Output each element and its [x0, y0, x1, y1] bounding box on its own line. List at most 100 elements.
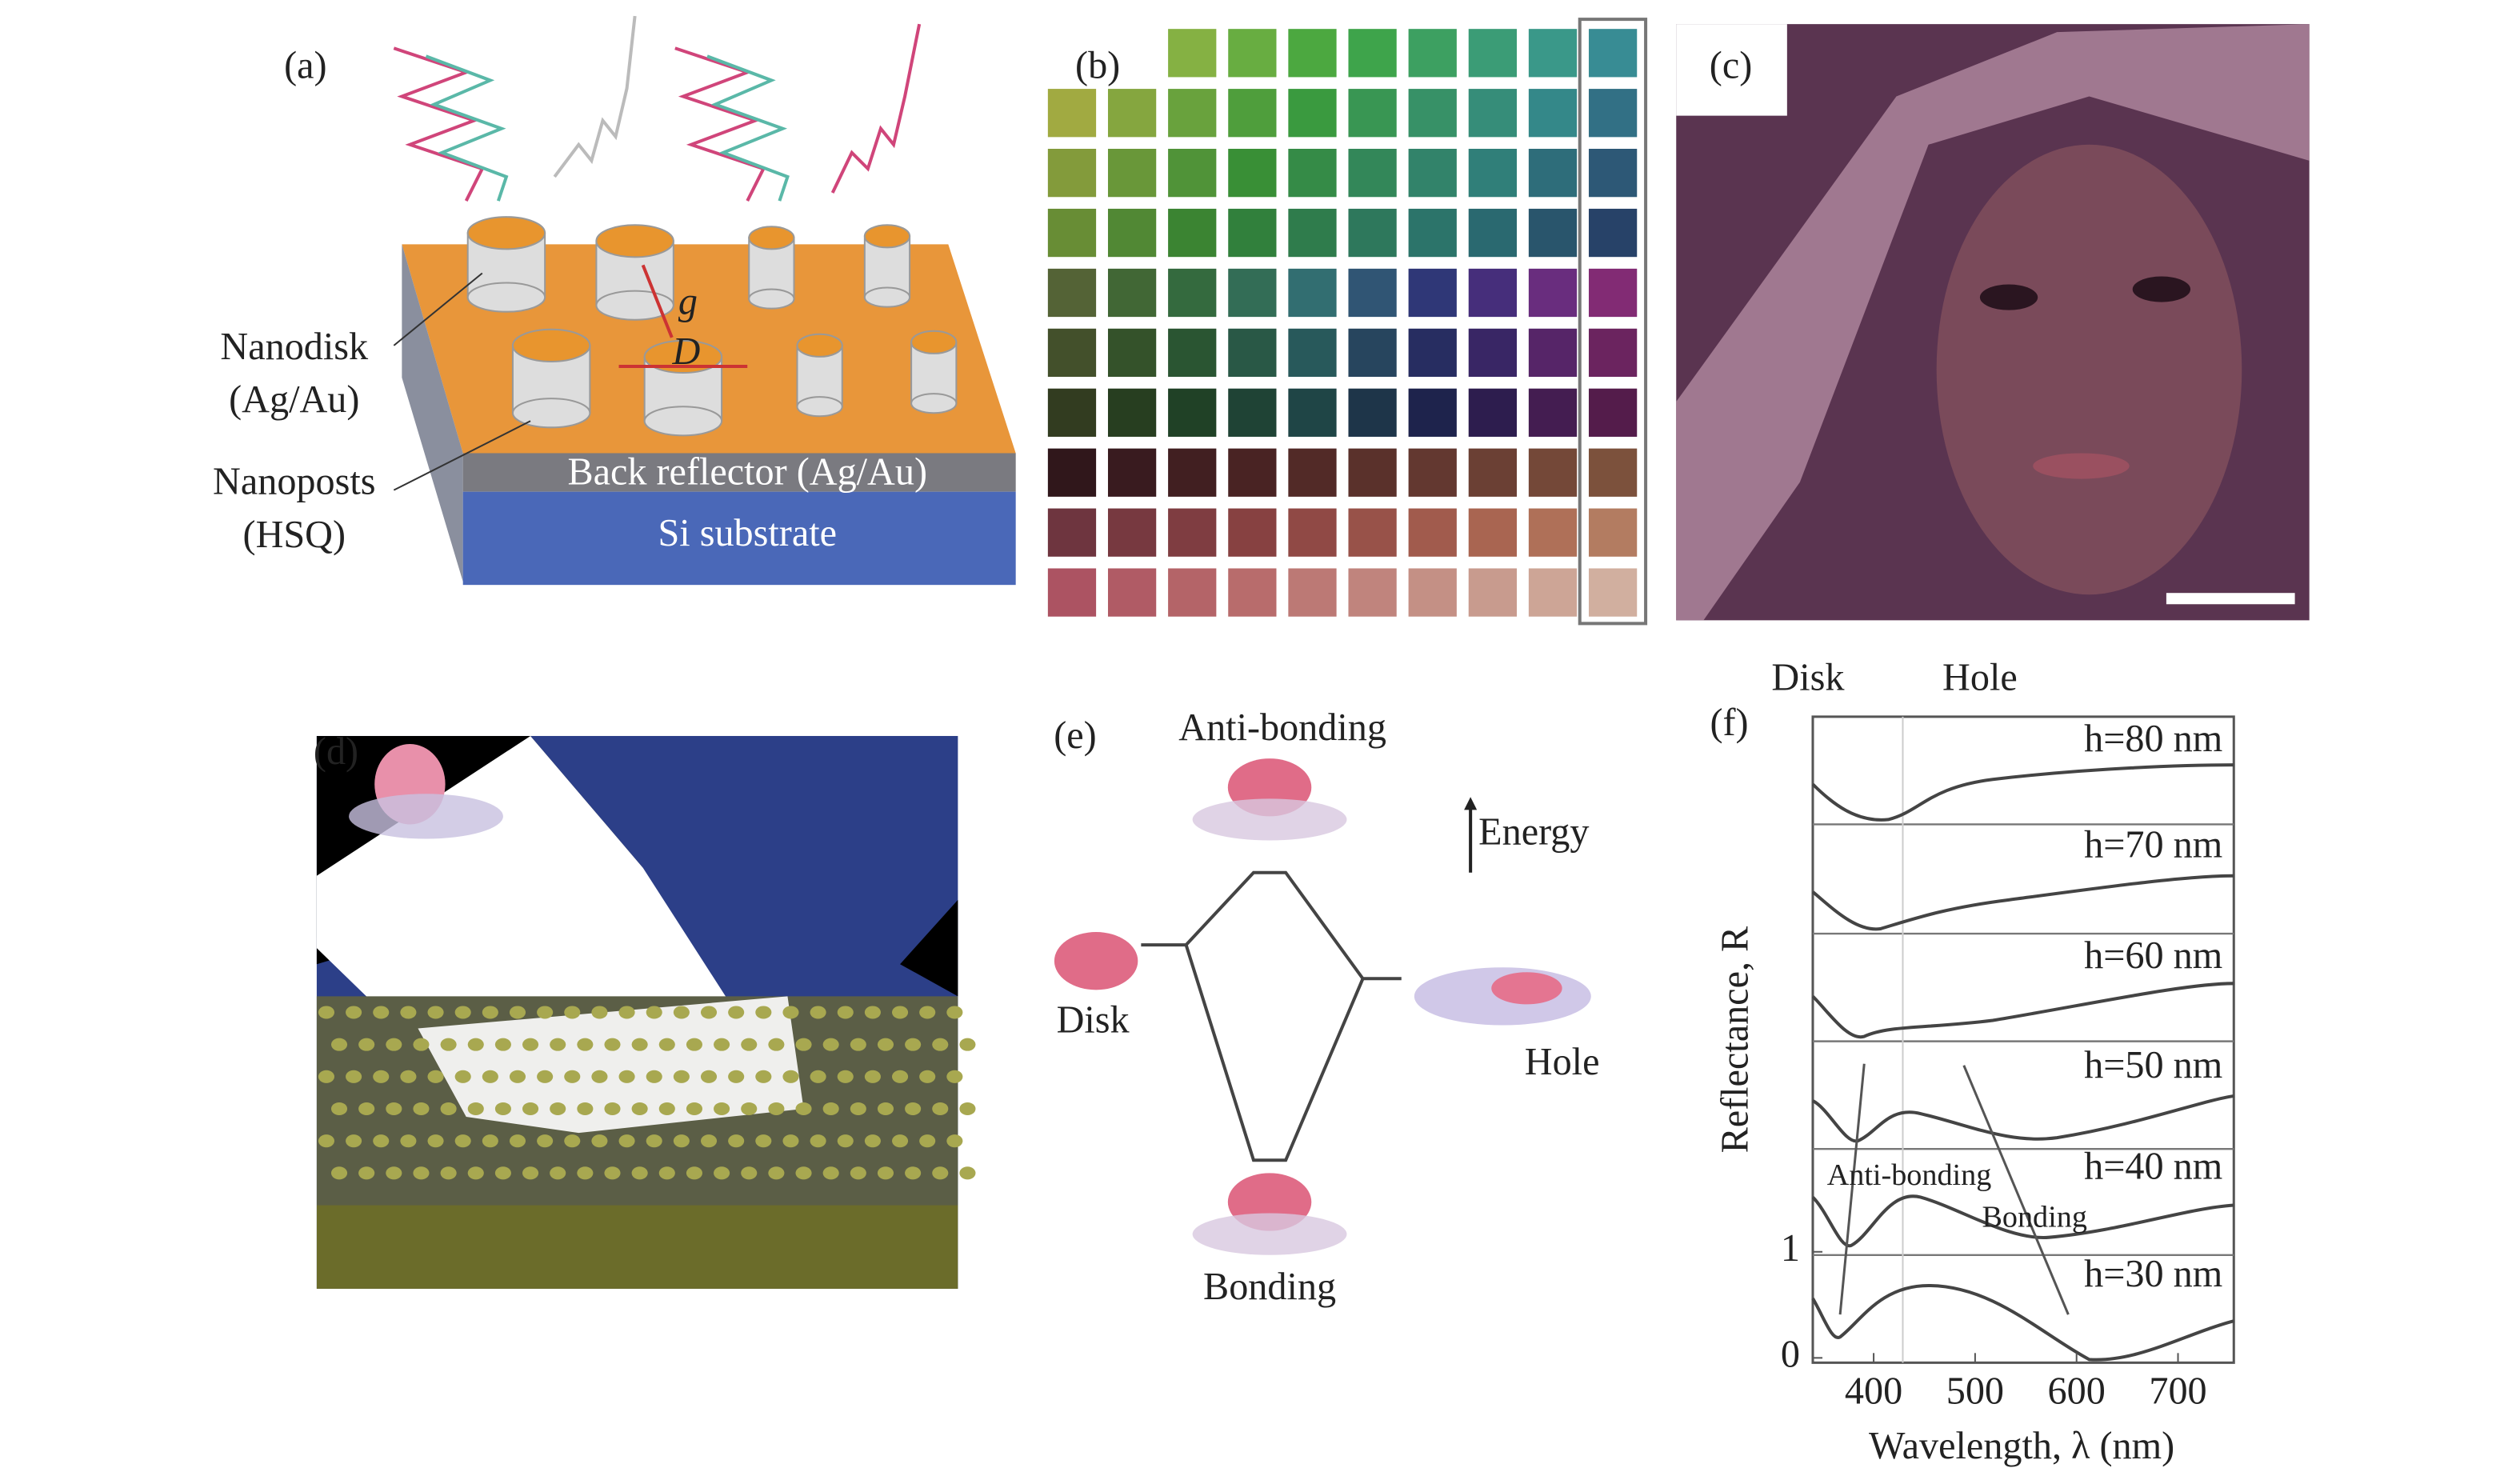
- nanodisk: [577, 1166, 594, 1180]
- color-swatch: [1168, 328, 1217, 378]
- color-swatch: [1047, 268, 1097, 318]
- hole-icon: [349, 794, 503, 839]
- nanodisk: [822, 1102, 839, 1116]
- nanodisk: [946, 1070, 963, 1083]
- nanodisk: [604, 1166, 621, 1180]
- nanodisk: [346, 1134, 362, 1148]
- nanodisk: [346, 1006, 362, 1019]
- nanodisk: [577, 1038, 594, 1051]
- nanodisk: [795, 1102, 812, 1116]
- y-axis-title: Reflectance, R: [1714, 926, 1757, 1153]
- color-swatch: [1047, 149, 1097, 198]
- panel-f: (f) Disk Hole Anti-bonding Bonding Wavel…: [1710, 657, 2235, 1467]
- nanodisk: [509, 1070, 526, 1083]
- nanodisk: [959, 1166, 976, 1180]
- gap-label: g: [678, 281, 698, 323]
- color-swatch: [1588, 208, 1638, 258]
- nanodisk: [386, 1038, 402, 1051]
- color-swatch: [1528, 388, 1578, 437]
- color-swatch: [1348, 448, 1397, 497]
- color-swatch: [1588, 328, 1638, 378]
- color-swatch: [1528, 448, 1578, 497]
- nanodisk: [755, 1070, 772, 1083]
- color-swatch: [1288, 328, 1337, 378]
- nanodisk: [386, 1102, 402, 1116]
- nanodisk: [631, 1166, 648, 1180]
- nanodisk: [905, 1166, 922, 1180]
- disk-icon: [1054, 932, 1138, 990]
- color-swatch: [1107, 208, 1157, 258]
- nanodisk: [386, 1166, 402, 1180]
- color-swatch: [1107, 508, 1157, 557]
- disk-label: Disk: [1771, 657, 1845, 699]
- nanodisk: [864, 1070, 881, 1083]
- color-swatch: [1288, 268, 1337, 318]
- color-swatch: [1348, 29, 1397, 78]
- nanodisks: [466, 216, 958, 437]
- x-tick-label: 400: [1845, 1370, 1902, 1413]
- nanostructures: [318, 1006, 976, 1180]
- nanodisk: [864, 1006, 881, 1019]
- nanodisk: [550, 1166, 566, 1180]
- color-swatch: [1168, 568, 1217, 617]
- nanodisk: [318, 1006, 334, 1019]
- nanodisk: [658, 1166, 675, 1180]
- color-swatch: [1228, 568, 1277, 617]
- x-tick-label: 500: [1946, 1370, 2004, 1413]
- nanodisk: [837, 1070, 854, 1083]
- color-swatch: [1047, 208, 1097, 258]
- nanodisk: [330, 1166, 348, 1180]
- panel-label: (d): [314, 730, 358, 773]
- nanodisk: [850, 1102, 866, 1116]
- nanodisk: [373, 1006, 390, 1019]
- hair: [1676, 24, 2310, 621]
- nanodisk: [822, 1038, 839, 1051]
- nanoposts-label: Nanoposts: [213, 461, 375, 503]
- nanodisk: [467, 1166, 484, 1180]
- color-swatch: [1168, 448, 1217, 497]
- color-swatch: [1528, 268, 1578, 318]
- nanodisk: [768, 1102, 785, 1116]
- nanodisk: [919, 1134, 936, 1148]
- bonding-label: Bonding: [1203, 1266, 1336, 1308]
- substrate-label: Si substrate: [658, 512, 837, 554]
- nanodisk: [837, 1134, 854, 1148]
- nanodisk: [330, 1038, 348, 1051]
- nanodisk: [413, 1102, 430, 1116]
- color-swatch: [1168, 388, 1217, 437]
- label-box: [1676, 24, 1787, 116]
- curve-label: h=60 nm: [2084, 934, 2222, 977]
- nanodisk: [631, 1038, 648, 1051]
- nanodisk: [440, 1102, 457, 1116]
- color-swatch: [1588, 89, 1638, 138]
- antibonding-label: Anti-bonding: [1178, 706, 1386, 749]
- color-swatch: [1107, 388, 1157, 437]
- nanodisk: [673, 1070, 690, 1083]
- color-swatch: [1468, 568, 1517, 617]
- nanodisk: [618, 1070, 635, 1083]
- nanodisk: [522, 1038, 539, 1051]
- nanodisk: [537, 1134, 554, 1148]
- nanodisk: [755, 1006, 772, 1019]
- nanodisk: [537, 1070, 554, 1083]
- nanodisk: [782, 1134, 799, 1148]
- nanodisk: [413, 1038, 430, 1051]
- color-swatch: [1107, 568, 1157, 617]
- panel-label: (c): [1710, 44, 1752, 86]
- nanodisk: [768, 1166, 785, 1180]
- nanodisk: [714, 1038, 730, 1051]
- nanodisk: [618, 1134, 635, 1148]
- nanodisk: [795, 1166, 812, 1180]
- nanodisk: [577, 1102, 594, 1116]
- nanodisk: [400, 1134, 417, 1148]
- color-swatch: [1468, 448, 1517, 497]
- nanodisk: [591, 1006, 608, 1019]
- color-swatch: [1288, 568, 1337, 617]
- color-swatch: [1588, 149, 1638, 198]
- color-swatch: [1348, 328, 1397, 378]
- color-swatch: [1348, 388, 1397, 437]
- nanodisk: [877, 1038, 894, 1051]
- pointer: [393, 272, 483, 346]
- substrate: [316, 1205, 958, 1289]
- gap-arrow: [641, 264, 674, 338]
